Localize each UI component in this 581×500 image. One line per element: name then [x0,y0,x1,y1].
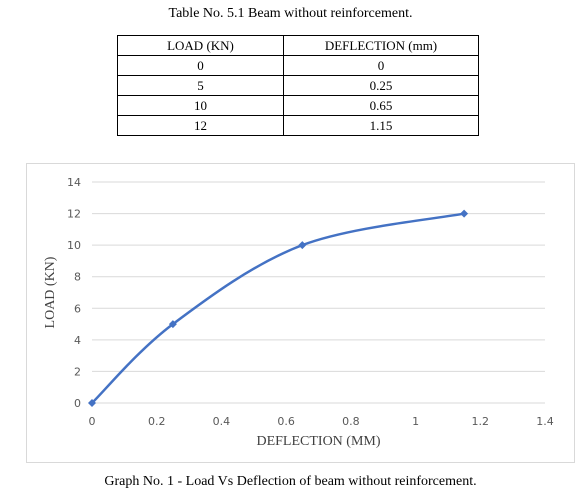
table-row: 5 0.25 [117,75,479,96]
x-tick-label: 0.8 [342,415,360,428]
x-tick-label: 0.4 [213,415,231,428]
y-tick-label: 2 [74,365,81,378]
cell-load: 10 [117,95,284,116]
cell-deflection: 0.25 [283,75,479,96]
cell-deflection: 1.15 [283,115,479,136]
load-deflection-table: LOAD (KN) DEFLECTION (mm) 0 0 5 0.25 10 … [117,35,479,136]
y-axis-title: LOAD (KN) [43,256,58,328]
table-title: Table No. 5.1 Beam without reinforcement… [168,6,413,21]
x-tick-label: 0.6 [277,415,295,428]
table-header-row: LOAD (KN) DEFLECTION (mm) [117,35,479,56]
table-row: 12 1.15 [117,115,479,136]
data-point-marker [460,209,469,218]
table-row: 10 0.65 [117,95,479,116]
y-tick-label: 6 [74,302,81,315]
x-axis-title: DEFLECTION (MM) [256,434,380,449]
y-tick-label: 4 [74,334,81,347]
data-point-marker [88,399,96,407]
x-tick-label: 1.2 [472,415,490,428]
y-tick-label: 12 [67,208,81,221]
x-tick-label: 0 [89,415,96,428]
cell-deflection: 0.65 [283,95,479,116]
header-deflection: DEFLECTION (mm) [283,35,479,56]
cell-load: 0 [117,55,284,76]
chart-frame [26,163,575,463]
y-tick-label: 8 [74,271,81,284]
table-row: 0 0 [117,55,479,76]
data-point-marker [298,241,307,250]
cell-load: 12 [117,115,284,136]
load-deflection-chart: 0 2 4 6 8 10 12 14 0 0.2 0.4 0.6 0.8 1 1.2 1.4 DEFLECTIO… [43,176,554,449]
y-tick-label: 14 [67,176,81,189]
y-tick-label: 10 [67,239,81,252]
data-point-marker [168,320,177,329]
x-tick-label: 1 [412,415,419,428]
x-tick-label: 1.4 [536,415,554,428]
cell-load: 5 [117,75,284,96]
y-tick-label: 0 [74,397,81,410]
cell-deflection: 0 [283,55,479,76]
header-load: LOAD (KN) [117,35,284,56]
series-line [90,212,466,405]
graph-caption: Graph No. 1 - Load Vs Deflection of beam… [104,474,477,489]
x-tick-label: 0.2 [148,415,166,428]
